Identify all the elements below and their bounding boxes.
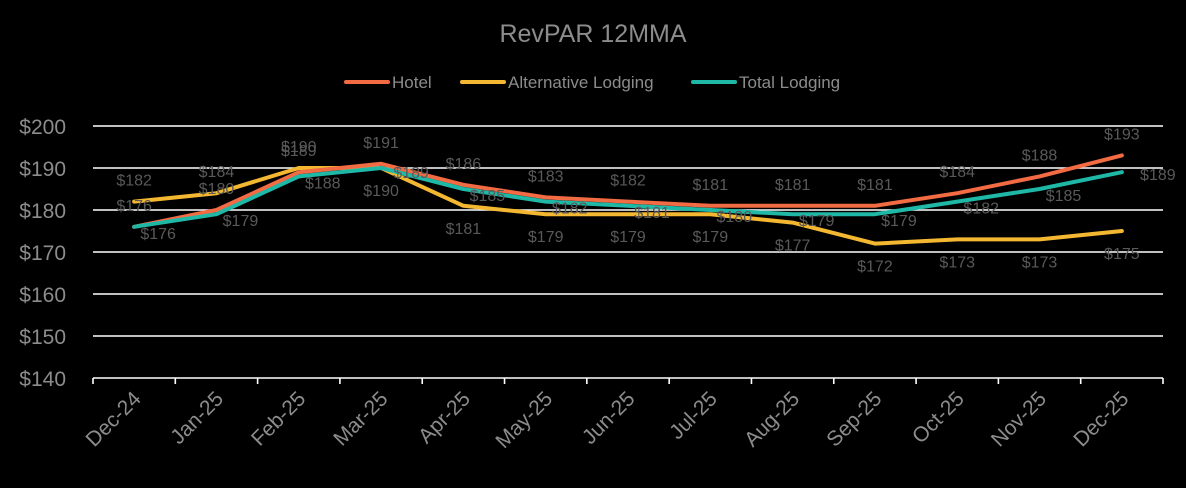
data-label-hotel: $176 (116, 198, 152, 215)
data-label-alternative-lodging: $190 (281, 139, 317, 156)
data-label-total-lodging: $189 (1140, 167, 1176, 184)
data-label-alternative-lodging: $173 (1022, 254, 1058, 271)
data-label-total-lodging: $180 (717, 209, 753, 226)
data-label-hotel: $182 (610, 173, 646, 190)
data-label-total-lodging: $189 (393, 165, 429, 182)
data-label-hotel: $189 (281, 143, 317, 160)
data-label-total-lodging: $182 (552, 201, 588, 218)
data-label-alternative-lodging: $181 (446, 221, 482, 238)
data-label-alternative-lodging: $182 (116, 173, 152, 190)
y-tick-label: $140 (19, 368, 66, 391)
series-line-alternative-lodging (132, 166, 1124, 246)
legend-label: Alternative Lodging (508, 73, 654, 92)
x-tick-label: Feb-25 (247, 387, 310, 450)
x-tick-label: Nov-25 (987, 387, 1051, 451)
data-label-hotel: $184 (939, 164, 975, 181)
x-tick-label: Apr-25 (414, 387, 475, 448)
data-label-hotel: $180 (199, 181, 235, 198)
data-label-hotel: $183 (528, 168, 564, 185)
x-tick-label: Jul-25 (665, 387, 722, 444)
data-label-alternative-lodging: $190 (363, 183, 399, 200)
x-tick-label: Dec-24 (82, 387, 146, 451)
data-label-hotel: $193 (1104, 126, 1140, 143)
gridlines (93, 125, 1163, 337)
data-label-alternative-lodging: $173 (939, 254, 975, 271)
data-label-hotel: $181 (775, 177, 811, 194)
x-axis (92, 377, 1164, 384)
data-label-total-lodging: $188 (305, 175, 341, 192)
data-label-total-lodging: $185 (1046, 188, 1082, 205)
data-label-hotel: $181 (857, 177, 893, 194)
x-tick-label: Jun-25 (578, 387, 640, 449)
y-tick-label: $200 (19, 116, 66, 139)
data-label-total-lodging: $179 (799, 213, 835, 230)
x-tick-label: Dec-25 (1069, 387, 1133, 451)
data-labels: $176 $180 $189 $191 $186 $183 $182 $181 $181 $181… (116, 126, 1175, 275)
data-label-total-lodging: $176 (140, 226, 176, 243)
y-tick-label: $180 (19, 200, 66, 223)
data-label-alternative-lodging: $179 (693, 229, 729, 246)
x-tick-label: May-25 (491, 387, 557, 453)
data-label-total-lodging: $179 (223, 213, 259, 230)
x-tick-label: Oct-25 (908, 387, 969, 448)
y-tick-label: $150 (19, 326, 66, 349)
x-tick-label: Aug-25 (740, 387, 804, 451)
y-tick-label: $190 (19, 158, 66, 181)
data-label-alternative-lodging: $179 (610, 229, 646, 246)
legend: Hotel Alternative Lodging Total Lodging (344, 73, 840, 92)
legend-label: Hotel (392, 73, 432, 92)
y-tick-label: $160 (19, 284, 66, 307)
data-label-alternative-lodging: $175 (1104, 246, 1140, 263)
x-tick-label: Jan-25 (166, 387, 228, 449)
y-axis-ticks: $140 $150 $160 $170 $180 $190 $200 (19, 116, 66, 391)
data-label-total-lodging: $179 (881, 213, 917, 230)
y-tick-label: $170 (19, 242, 66, 265)
data-label-hotel: $188 (1022, 147, 1058, 164)
data-label-alternative-lodging: $177 (775, 238, 811, 255)
data-label-total-lodging: $181 (634, 205, 670, 222)
data-label-hotel: $191 (363, 135, 399, 152)
data-label-hotel: $186 (446, 156, 482, 173)
chart-title: RevPAR 12MMA (499, 20, 686, 48)
data-label-total-lodging: $182 (963, 201, 999, 218)
data-label-alternative-lodging: $172 (857, 259, 893, 276)
data-label-alternative-lodging: $179 (528, 229, 564, 246)
legend-label: Total Lodging (739, 73, 840, 92)
series-lines (132, 153, 1124, 246)
x-tick-label: Sep-25 (822, 387, 886, 451)
data-label-hotel: $181 (693, 177, 729, 194)
data-label-alternative-lodging: $184 (199, 164, 235, 181)
series-line-hotel (132, 153, 1124, 229)
series-line-total-lodging (132, 166, 1124, 229)
x-axis-ticks: Dec-24 Jan-25 Feb-25 Mar-25 Apr-25 May-25 Jun-… (82, 387, 1134, 453)
x-tick-label: Mar-25 (329, 387, 392, 450)
data-label-total-lodging: $185 (470, 188, 506, 205)
